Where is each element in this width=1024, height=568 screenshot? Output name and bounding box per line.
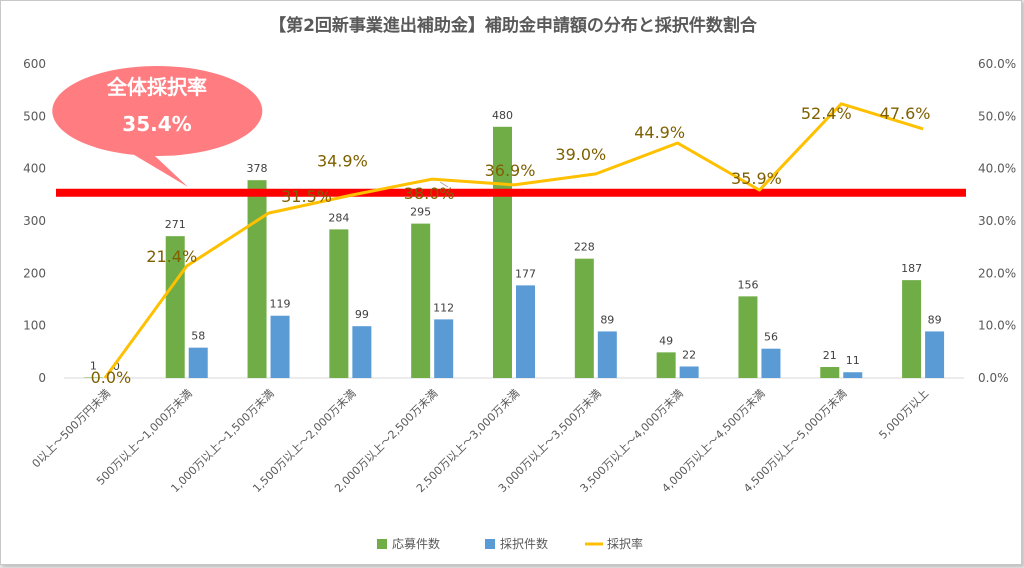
rate-label: 0.0% <box>91 368 132 387</box>
bar-applications <box>247 180 267 378</box>
bar-applications <box>411 223 431 378</box>
chart-title: 【第2回新事業進出補助金】補助金申請額の分布と採択件数割合 <box>269 15 758 36</box>
legend-label: 採択率 <box>607 536 643 551</box>
bar-adopted <box>516 285 535 378</box>
rate-line <box>103 102 924 379</box>
bar-label-adopted: 22 <box>682 348 696 361</box>
bar-applications <box>329 229 349 378</box>
bar-label-applications: 480 <box>492 109 513 122</box>
rate-label: 38.0% <box>404 184 455 203</box>
rate-label: 21.4% <box>146 247 197 266</box>
y-right-tick-label: 60.0% <box>978 57 1016 71</box>
bar-label-applications: 1 <box>90 359 97 372</box>
y-left-tick-label: 100 <box>23 319 46 333</box>
y-left-tick-label: 600 <box>23 57 46 71</box>
bar-label-adopted: 99 <box>355 308 369 321</box>
rate-label: 34.9% <box>317 151 368 170</box>
rate-label: 44.9% <box>634 123 685 142</box>
legend-swatch <box>377 539 387 549</box>
rate-label-leader <box>439 181 449 188</box>
y-right-tick-label: 20.0% <box>978 266 1016 280</box>
bar-adopted <box>679 366 699 378</box>
x-tick-layer: 0以上～500万円未満500万以上～1,000万未満1,000万以上～1,500… <box>30 387 932 495</box>
callout-label: 全体採択率 <box>106 75 207 99</box>
y-axis-left: 0 100 200 300 400 500 600 <box>23 57 46 385</box>
bar-label-applications: 284 <box>328 211 349 224</box>
y-right-tick-label: 0.0% <box>978 371 1009 385</box>
bar-label-applications: 21 <box>823 349 837 362</box>
legend-label: 採択件数 <box>500 536 548 551</box>
bar-applications <box>656 352 676 378</box>
overall-rate-callout: 全体採択率 35.4% <box>52 66 263 187</box>
bar-label-adopted: 112 <box>433 301 454 314</box>
bar-applications <box>165 236 185 378</box>
rate-label: 31.5% <box>281 187 332 206</box>
bar-adopted <box>270 315 290 378</box>
bar-label-applications: 378 <box>247 162 268 175</box>
rate-label: 35.9% <box>731 169 782 188</box>
bar-label-applications: 49 <box>659 334 673 347</box>
y-right-tick-label: 40.0% <box>978 162 1016 176</box>
bar-label-adopted: 89 <box>600 313 614 326</box>
bar-label-adopted: 119 <box>270 298 291 311</box>
legend: 応募件数 採択件数 採択率 <box>377 536 643 551</box>
bar-label-adopted: 11 <box>846 354 860 367</box>
legend-label: 応募件数 <box>392 536 440 551</box>
callout-bubble <box>52 66 263 187</box>
bar-label-adopted: 177 <box>515 267 536 280</box>
bar-layer <box>83 126 945 378</box>
bar-applications <box>820 367 840 378</box>
bar-adopted <box>843 372 863 378</box>
y-left-tick-label: 400 <box>23 162 46 176</box>
callout-value: 35.4% <box>122 112 191 136</box>
x-tick-label: 0以上～500万円未満 <box>30 387 113 470</box>
rate-label: 39.0% <box>555 145 606 164</box>
y-left-tick-label: 500 <box>23 109 46 123</box>
bar-adopted <box>761 348 781 378</box>
bar-label-applications: 187 <box>901 262 922 275</box>
bar-label-applications: 156 <box>737 278 758 291</box>
y-left-tick-label: 300 <box>23 214 46 228</box>
rate-label: 47.6% <box>880 104 931 123</box>
bar-applications <box>902 280 922 378</box>
y-right-tick-label: 30.0% <box>978 214 1016 228</box>
bar-adopted <box>925 331 945 378</box>
bar-adopted <box>434 319 454 378</box>
y-left-tick-label: 200 <box>23 266 46 280</box>
x-tick-label: 5,000万以上 <box>876 387 931 442</box>
y-left-tick-label: 0 <box>38 371 46 385</box>
legend-swatch <box>485 539 495 549</box>
rate-line-layer: 0.0% 21.4% 31.5% 34.9% 38.0% 36.9% 39.0% 44.9% 3… <box>91 102 931 387</box>
bar-label-applications: 271 <box>165 218 186 231</box>
y-right-tick-label: 50.0% <box>978 109 1016 123</box>
y-right-tick-label: 10.0% <box>978 319 1016 333</box>
bar-applications <box>83 377 103 378</box>
x-tick-label: 500万以上～1,000万未満 <box>94 387 195 488</box>
bar-adopted <box>352 326 372 378</box>
bar-applications <box>574 258 594 378</box>
bar-label-applications: 228 <box>574 241 595 254</box>
bar-label-adopted: 56 <box>764 331 778 344</box>
bar-adopted <box>597 331 617 378</box>
rate-label: 52.4% <box>801 104 852 123</box>
bar-label-adopted: 89 <box>928 313 942 326</box>
y-axis-right: 0.0% 10.0% 20.0% 30.0% 40.0% 50.0% 60.0% <box>978 57 1016 385</box>
bar-label-adopted: 0 <box>113 360 120 373</box>
rate-label: 36.9% <box>485 161 536 180</box>
bar-label-applications: 295 <box>410 206 431 219</box>
bar-applications <box>738 296 758 378</box>
bar-label-adopted: 58 <box>191 330 205 343</box>
bar-adopted <box>188 347 208 378</box>
bar-label-layer: 1 0 271 58 378 119 284 99 295 112 480 177 228 89 49 22 1… <box>90 109 942 373</box>
